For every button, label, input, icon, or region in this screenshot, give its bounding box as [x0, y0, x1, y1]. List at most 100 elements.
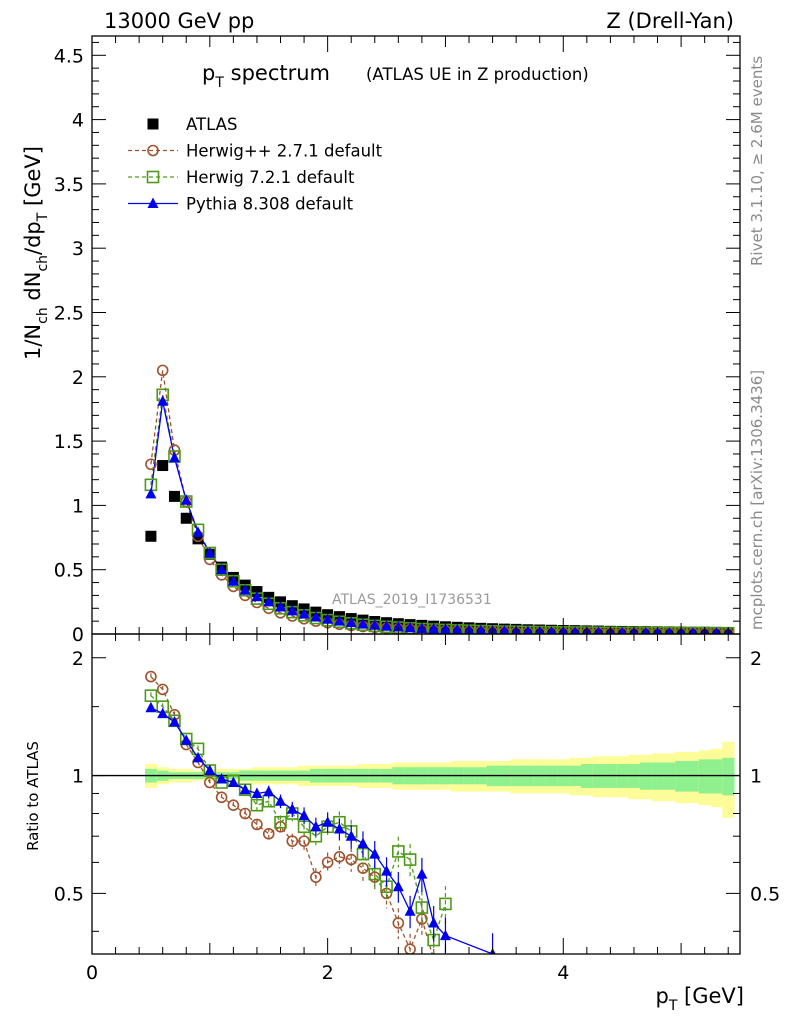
header-left: 13000 GeV pp [104, 9, 254, 33]
top-ytick-label: 1 [72, 495, 84, 517]
top-ytick-label: 0 [72, 624, 84, 646]
xtick-label: 4 [557, 962, 569, 984]
data-point [310, 611, 322, 622]
ylabel-part: ch [35, 307, 51, 324]
ylabel-part: 1/N [21, 324, 45, 360]
xlabel-p: p [655, 984, 668, 1008]
top-ytick-label: 0.5 [54, 560, 84, 582]
data-point [712, 627, 721, 634]
ratio-point [416, 868, 428, 879]
legend-label: Herwig 7.2.1 default [186, 168, 355, 187]
ratio-point [428, 917, 440, 928]
data-point [168, 490, 180, 502]
top-ytick-label: 3 [72, 238, 84, 260]
ratio-point [227, 799, 240, 812]
ratio-point [369, 848, 381, 859]
data-point [251, 590, 263, 602]
bot-ytick-label: 2 [72, 648, 84, 670]
side-text-bottom: mcplots.cern.ch [arXiv:1306.3436] [748, 370, 766, 630]
ratio-point [239, 783, 251, 795]
data-point [180, 494, 192, 505]
title-p: p [202, 61, 215, 85]
ratio-point [145, 701, 157, 713]
ratio-point [404, 943, 416, 954]
data-point [168, 451, 180, 463]
ratio-series-line [150, 676, 433, 954]
top-ylabel: 1/Nch dNch/dpT [GeV] [21, 146, 51, 360]
ratio-point [215, 791, 228, 804]
ratio-point [333, 851, 346, 863]
uncertainty-band-inner [722, 757, 735, 796]
legend-label: Pythia 8.308 default [186, 195, 354, 214]
data-point [570, 626, 580, 634]
xlabel-unit: [GeV] [677, 984, 744, 1008]
ratio-point [145, 670, 157, 683]
ratio-point [345, 853, 358, 866]
data-point [227, 575, 239, 586]
side-text-top: Rivet 3.1.10, ≥ 2.6M events [748, 56, 766, 266]
data-point [263, 595, 275, 607]
data-point [286, 604, 298, 616]
legend-marker [147, 118, 159, 130]
bot-ytick-label: 1 [72, 766, 84, 788]
ratio-point [251, 818, 263, 831]
ratio-point [321, 856, 334, 869]
top-ytick-label: 3.5 [54, 174, 84, 196]
ratio-point [204, 776, 216, 789]
data-point [345, 616, 357, 628]
title-rest: spectrum [224, 61, 330, 85]
legend-marker [147, 197, 159, 208]
bottom-ylabel: Ratio to ATLAS [24, 741, 42, 851]
data-point [333, 615, 345, 626]
data-point [547, 625, 556, 634]
ratio-point [156, 683, 169, 696]
data-point [216, 563, 228, 575]
data-point [641, 626, 650, 634]
ratio-point [157, 707, 169, 719]
chart-subtitle: (ATLAS UE in Z production) [366, 65, 589, 84]
ratio-point [392, 917, 405, 929]
top-ytick-label: 4 [72, 110, 84, 132]
ratio-series-line [150, 695, 447, 943]
data-point [239, 584, 251, 595]
data-point [157, 395, 169, 406]
ratio-point [322, 816, 334, 827]
ratio-point [381, 865, 393, 876]
uncertainty-band-inner [710, 759, 723, 794]
ratio-point [392, 880, 404, 892]
ratio-point [310, 871, 322, 883]
uncertainty-band-inner [698, 759, 711, 794]
ratio-point [298, 835, 310, 847]
ylabel-part: [GeV] [21, 146, 45, 213]
ratio-point [180, 734, 192, 745]
ratio-point [430, 953, 437, 954]
bot-ytick-label: 0.5 [54, 883, 84, 905]
ratio-point [227, 776, 239, 788]
data-point [298, 608, 310, 619]
top-ytick-label: 4.5 [54, 45, 84, 67]
data-point [665, 626, 673, 634]
ratio-point [168, 716, 180, 727]
ratio-point [439, 897, 452, 911]
ratio-point [439, 929, 451, 941]
ratio-point [274, 815, 287, 829]
data-point [428, 622, 440, 634]
title-sub-T: T [214, 75, 224, 91]
ratio-point [286, 835, 299, 847]
uncertainty-band-inner [675, 760, 688, 792]
data-point [451, 623, 463, 634]
ratio-point [333, 823, 345, 834]
top-ytick-label: 1.5 [54, 431, 84, 453]
ylabel-part: ch [35, 255, 51, 272]
data-point [192, 526, 204, 537]
chart-title: pT spectrum [202, 61, 330, 91]
xtick-label: 0 [86, 962, 98, 984]
top-ytick-label: 2.5 [54, 302, 84, 324]
chart-title-text: pT spectrum [202, 61, 330, 91]
data-point [475, 624, 486, 634]
data-point [594, 626, 603, 634]
legend: ATLAS Herwig++ 2.7.1 default Herwig 7.2.1 … [128, 115, 383, 214]
xlabel-sub-T: T [668, 998, 678, 1014]
data-point [180, 512, 192, 524]
